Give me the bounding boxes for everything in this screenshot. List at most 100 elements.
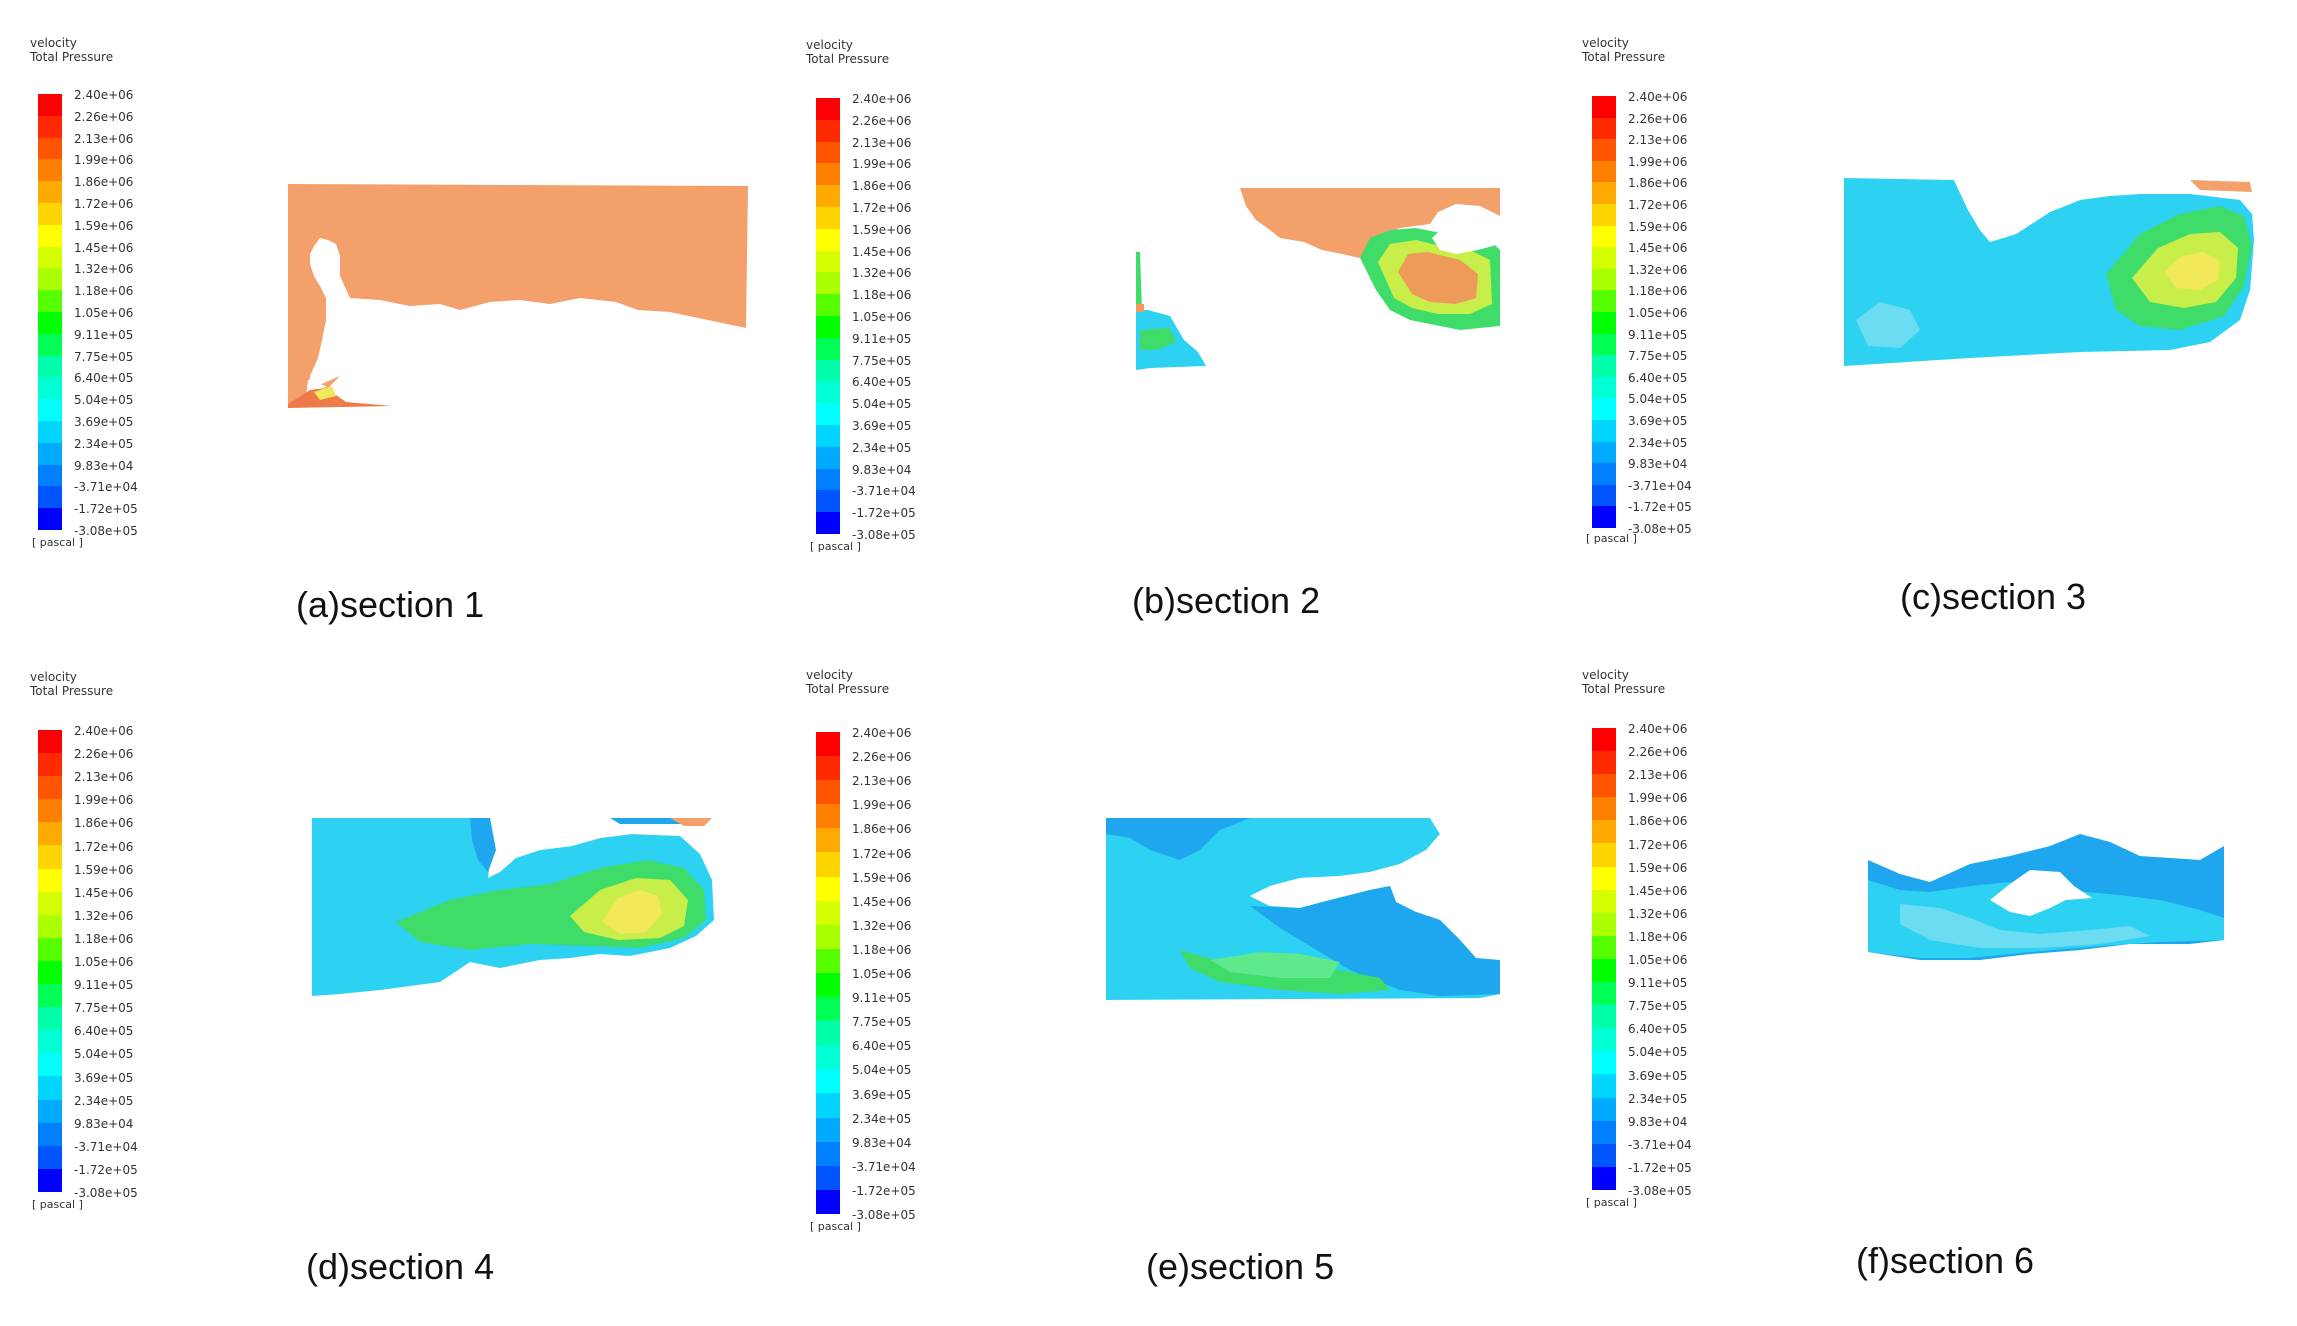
colorbar-band	[816, 756, 840, 781]
colorbar-band	[38, 311, 62, 334]
caption-d: (d)section 4	[306, 1246, 495, 1287]
colorbar-tick-label: 1.32e+06	[852, 918, 912, 933]
legend-line1: velocity	[1582, 36, 1629, 50]
colorbar-tick-label: 9.11e+05	[852, 331, 912, 346]
legend-line2: Total Pressure	[806, 52, 890, 66]
colorbar-tick-label: 1.99e+06	[852, 157, 912, 172]
colorbar-band	[816, 119, 840, 142]
colorbar-tick-label: 9.83e+04	[852, 1135, 912, 1150]
colorbar	[816, 98, 840, 534]
colorbar-band	[38, 486, 62, 509]
colorbar-band	[38, 290, 62, 312]
caption-e: (e)section 5	[1146, 1246, 1335, 1287]
colorbar-tick-label: 1.72e+06	[74, 197, 134, 211]
colorbar-tick-label: 1.45e+06	[852, 244, 912, 259]
colorbar-tick-label: 2.26e+06	[74, 109, 134, 124]
pressure-region-green-light	[1210, 952, 1340, 978]
legend-title: velocity Total Pressure	[806, 38, 889, 66]
colorbar-tick-label: 6.40e+05	[1628, 1022, 1688, 1037]
pressure-region-light-blue	[470, 818, 496, 872]
colorbar-band	[1592, 182, 1616, 204]
colorbar-tick-label: -3.08e+05	[1628, 1184, 1692, 1198]
colorbar-band	[1592, 958, 1616, 983]
colorbar-tick-label: 6.40e+05	[852, 1039, 912, 1054]
colorbar-band	[816, 359, 840, 382]
pressure-region-red	[288, 388, 392, 408]
colorbar-tick-label: 1.86e+06	[74, 816, 134, 831]
colorbar-tick-label: 1.72e+06	[74, 839, 134, 854]
colorbar-band	[1592, 419, 1616, 442]
colorbar-tick-label: 2.26e+06	[852, 113, 912, 128]
colorbar	[38, 730, 62, 1192]
colorbar-band	[38, 914, 62, 938]
pressure-region-light-blue	[1856, 302, 1920, 348]
colorbar-tick-label: 2.40e+06	[74, 724, 134, 738]
colorbar-tick-label: 5.04e+05	[74, 1047, 134, 1062]
colorbar-band	[816, 732, 840, 757]
colorbar-band	[816, 924, 840, 949]
pressure-region-orange-dot	[1136, 304, 1144, 312]
colorbar-tick-label: 9.11e+05	[1628, 327, 1688, 342]
colorbar-tick-label: 2.40e+06	[1628, 90, 1688, 104]
colorbar-tick-label: 7.75e+05	[1628, 349, 1688, 364]
legend-line1: velocity	[30, 36, 77, 50]
colorbar-band	[816, 163, 840, 186]
colorbar-band	[1592, 1120, 1616, 1144]
colorbar-band	[1592, 1028, 1616, 1052]
pressure-region-light-cyan	[1900, 904, 2150, 948]
caption-c: (c)section 3	[1900, 576, 2087, 617]
colorbar-band	[38, 137, 62, 160]
colorbar-tick-label: 1.45e+06	[852, 894, 912, 909]
colorbar-band	[38, 246, 62, 269]
colorbar-band	[816, 272, 840, 295]
colorbar-band	[1592, 982, 1616, 1006]
colorbar-tick-label: 6.40e+05	[74, 371, 134, 386]
colorbar-tick-label: 2.26e+06	[1628, 111, 1688, 126]
colorbar-tick-label: 9.83e+04	[1628, 1114, 1688, 1129]
colorbar-tick-label: 3.69e+05	[852, 419, 912, 433]
colorbar-band	[38, 115, 62, 138]
colorbar-tick-label: 2.13e+06	[1628, 133, 1688, 148]
colorbar-tick-label: 1.59e+06	[852, 870, 912, 885]
colorbar-band	[1592, 311, 1616, 334]
colorbar-band	[816, 1069, 840, 1094]
colorbar-band	[38, 891, 62, 915]
colorbar-tick-label: 1.99e+06	[74, 793, 134, 808]
pressure-region-high	[1240, 188, 1500, 258]
colorbar-tick-label: 1.05e+06	[74, 306, 134, 320]
colorbar-tick-label: 1.45e+06	[1628, 883, 1688, 898]
colorbar-band	[1592, 398, 1616, 420]
colorbar-tick-label: 1.32e+06	[1628, 906, 1688, 921]
colorbar-tick-label: 2.26e+06	[1628, 745, 1688, 760]
colorbar-tick-label: -3.08e+05	[74, 1186, 138, 1200]
colorbar-tick-label: 9.83e+04	[74, 458, 134, 473]
contour-plot-e	[1106, 818, 1500, 1000]
colorbar-tick-label: -3.71e+04	[852, 484, 916, 499]
colorbar-tick-label: 1.86e+06	[852, 179, 912, 194]
colorbar-tick-label: -3.71e+04	[74, 480, 138, 495]
pressure-region-white-hole	[1250, 818, 1460, 906]
colorbar-band	[1592, 225, 1616, 248]
colorbar-tick-label: 1.86e+06	[852, 822, 912, 837]
colorbar-band	[816, 206, 840, 229]
colorbar-band	[1592, 247, 1616, 269]
colorbar-band	[816, 250, 840, 273]
colorbar-tick-label: 2.26e+06	[74, 747, 134, 762]
colorbar-tick-label: 2.34e+05	[1628, 1091, 1688, 1106]
colorbar-band	[1592, 1143, 1616, 1167]
colorbar-band	[1592, 774, 1616, 798]
colorbar-band	[816, 294, 840, 316]
colorbar-tick-label: 3.69e+05	[852, 1087, 912, 1102]
colorbar-tick-label: 3.69e+05	[1628, 1068, 1688, 1083]
panel-d: velocity Total Pressure [ pascal ] (d)se…	[0, 650, 780, 1326]
colorbar-band	[1592, 797, 1616, 821]
colorbar-band	[38, 1145, 62, 1169]
colorbar-band	[38, 399, 62, 421]
legend-line1: velocity	[806, 668, 853, 682]
colorbar-tick-label: 7.75e+05	[74, 1001, 134, 1016]
colorbar-band	[816, 512, 840, 534]
colorbar-band	[1592, 1005, 1616, 1029]
colorbar-band	[1592, 1166, 1616, 1190]
colorbar-band	[1592, 889, 1616, 913]
contour-plot-d	[312, 818, 714, 996]
